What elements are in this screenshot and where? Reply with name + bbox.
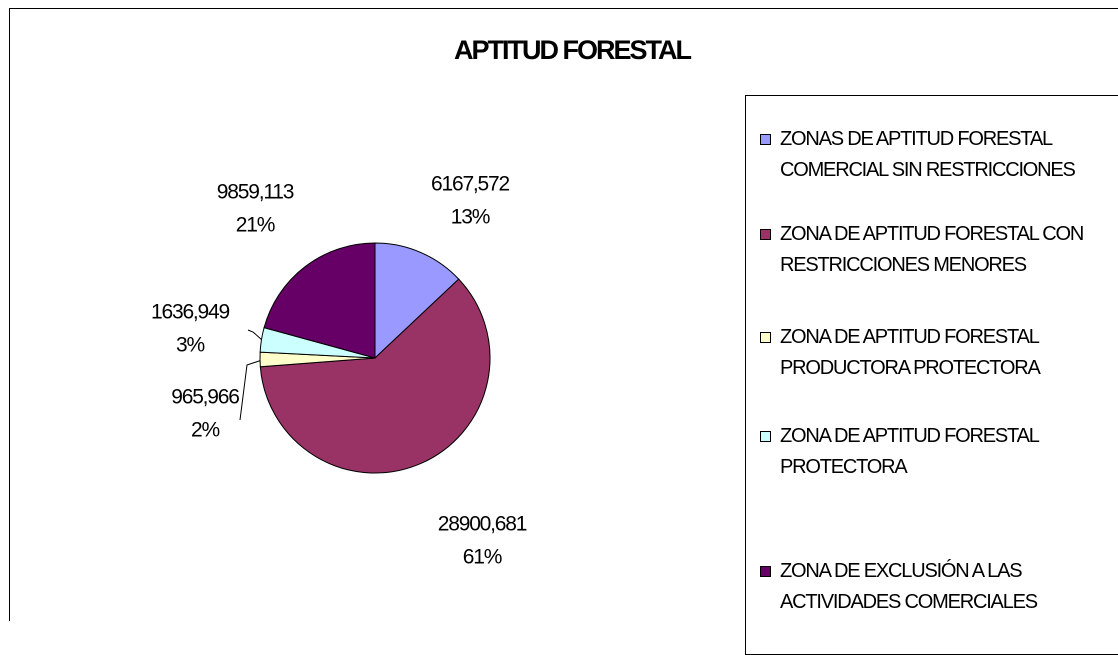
legend-entry: ZONAS DE APTITUD FORESTAL COMERCIAL SIN … xyxy=(760,124,1105,186)
percent-label: 2% xyxy=(191,419,219,442)
percent-label: 21% xyxy=(236,214,275,237)
value-label: 6167,572 xyxy=(431,173,510,196)
value-label: 1636,949 xyxy=(151,301,230,324)
legend: ZONAS DE APTITUD FORESTAL COMERCIAL SIN … xyxy=(745,95,1118,655)
value-label: 28900,681 xyxy=(438,513,527,536)
legend-swatch xyxy=(760,431,771,442)
legend-entry: ZONA DE APTITUD FORESTAL PRODUCTORA PROT… xyxy=(760,322,1105,384)
legend-entry: ZONA DE EXCLUSIÓN A LAS ACTIVIDADES COME… xyxy=(760,556,1105,618)
legend-entry: ZONA DE APTITUD FORESTAL PROTECTORA xyxy=(760,421,1105,483)
percent-label: 13% xyxy=(451,206,490,229)
percent-label: 3% xyxy=(176,334,204,357)
chart-title: APTITUD FORESTAL xyxy=(454,35,691,65)
value-label: 9859,113 xyxy=(217,181,294,204)
value-label: 965,966 xyxy=(171,386,239,409)
legend-label: ZONA DE EXCLUSIÓN A LAS ACTIVIDADES COME… xyxy=(780,556,1105,618)
legend-label: ZONA DE APTITUD FORESTAL PRODUCTORA PROT… xyxy=(780,322,1105,384)
legend-label: ZONAS DE APTITUD FORESTAL COMERCIAL SIN … xyxy=(780,124,1105,186)
legend-label: ZONA DE APTITUD FORESTAL PROTECTORA xyxy=(780,421,1105,483)
page: APTITUD FORESTAL 6167,572 13% 28900,681 61%… xyxy=(0,0,1118,621)
legend-swatch xyxy=(760,229,771,240)
legend-entry: ZONA DE APTITUD FORESTAL CON RESTRICCION… xyxy=(760,219,1105,281)
legend-swatch xyxy=(760,332,771,343)
percent-label: 61% xyxy=(463,546,502,569)
legend-swatch xyxy=(760,566,771,577)
legend-label: ZONA DE APTITUD FORESTAL CON RESTRICCION… xyxy=(780,219,1105,281)
legend-swatch xyxy=(760,134,771,145)
